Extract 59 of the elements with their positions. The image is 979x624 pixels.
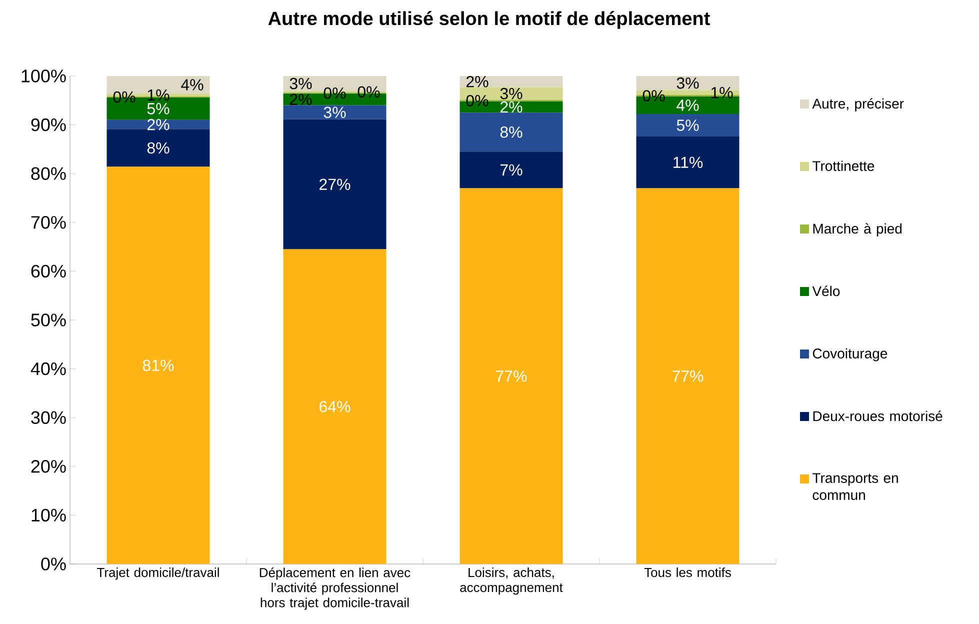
data-label: 4% [676,100,699,111]
data-label: 2% [500,101,522,113]
y-tick-label: 10% [32,508,66,522]
y-tick-label: 80% [31,167,66,180]
legend-label: Autre, préciser [812,98,904,112]
data-label: 11% [674,156,703,168]
bar [283,249,386,564]
bar [636,114,740,137]
x-tick-label: Déplacement en lien avec l’activité professionnel hors trajet domicile-travail [260,568,410,610]
data-label: 1% [711,86,733,98]
data-label: 2% [290,94,312,106]
bar [636,136,740,188]
legend-label: Transports en commun [812,473,898,500]
y-tick-label: 20% [31,460,66,473]
bar [636,188,740,564]
bar [106,120,210,130]
x-tick-label: Tous les motifs [644,568,731,578]
data-label: 77% [496,370,527,382]
x-tick-label: Trajet domicile/travail [97,568,219,580]
legend-label: Covoiturage [812,348,888,362]
y-tick-label: 40% [30,362,66,376]
y-tick-label: 90% [31,118,66,132]
data-label: 5% [147,103,170,114]
data-label: 8% [147,142,170,154]
bar [106,129,210,167]
data-label: 4% [181,79,204,90]
data-label: 64% [320,400,350,412]
legend-label: Marche à pied [813,223,902,236]
data-label: 3% [500,88,522,100]
y-tick-label: 60% [31,264,66,278]
legend-label: Vélo [812,286,840,296]
bar [460,112,563,152]
data-label: 27% [320,178,350,190]
y-tick-label: 100% [22,70,66,82]
data-label: 3% [290,78,312,90]
data-label: 3% [324,106,346,118]
y-tick-label: 30% [31,411,66,424]
data-label: 3% [676,77,699,89]
data-label: 77% [672,370,704,382]
data-label: 2% [466,76,488,88]
bar [460,188,563,564]
x-tick-label: Loisirs, achats, accompagnement [460,568,563,595]
data-label: 5% [676,120,699,131]
data-label: 2% [147,118,170,130]
y-tick-label: 0% [41,558,66,570]
bar [460,76,563,88]
bar [106,166,210,564]
legend-label: Trottinette [812,160,874,171]
data-label: 0% [324,87,346,99]
legend-label: Deux-roues motorisé [813,410,942,422]
y-tick-label: 70% [31,216,66,229]
bar [283,105,386,120]
data-label: 8% [500,126,522,138]
data-label: 7% [500,164,522,176]
bar [283,119,386,250]
chart-title: Autre mode utilisé selon le motif de déplacement [268,11,710,29]
y-tick-label: 50% [31,314,66,326]
data-label: 81% [142,360,174,372]
bar [460,152,563,188]
